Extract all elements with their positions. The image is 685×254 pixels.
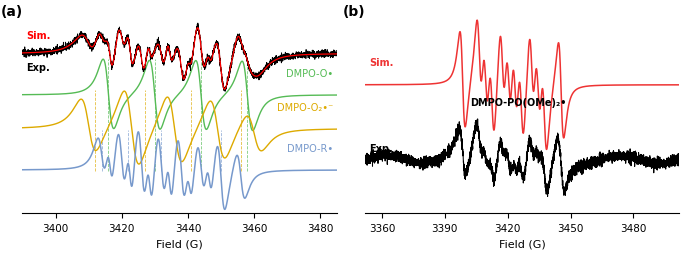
Text: Exp.: Exp. bbox=[369, 144, 393, 154]
Text: Sim.: Sim. bbox=[26, 31, 50, 41]
Text: Exp.: Exp. bbox=[26, 63, 49, 73]
Text: DMPO-PO(OMe)₂•: DMPO-PO(OMe)₂• bbox=[470, 97, 566, 107]
Text: DMPO-O₂•⁻: DMPO-O₂•⁻ bbox=[277, 102, 334, 112]
X-axis label: Field (G): Field (G) bbox=[156, 239, 203, 248]
Text: DMPO-O•: DMPO-O• bbox=[286, 69, 334, 79]
Text: DMPO-R•: DMPO-R• bbox=[287, 144, 334, 153]
X-axis label: Field (G): Field (G) bbox=[499, 239, 546, 248]
Text: (b): (b) bbox=[343, 5, 366, 19]
Text: Sim.: Sim. bbox=[369, 58, 394, 68]
Text: (a): (a) bbox=[1, 5, 23, 19]
